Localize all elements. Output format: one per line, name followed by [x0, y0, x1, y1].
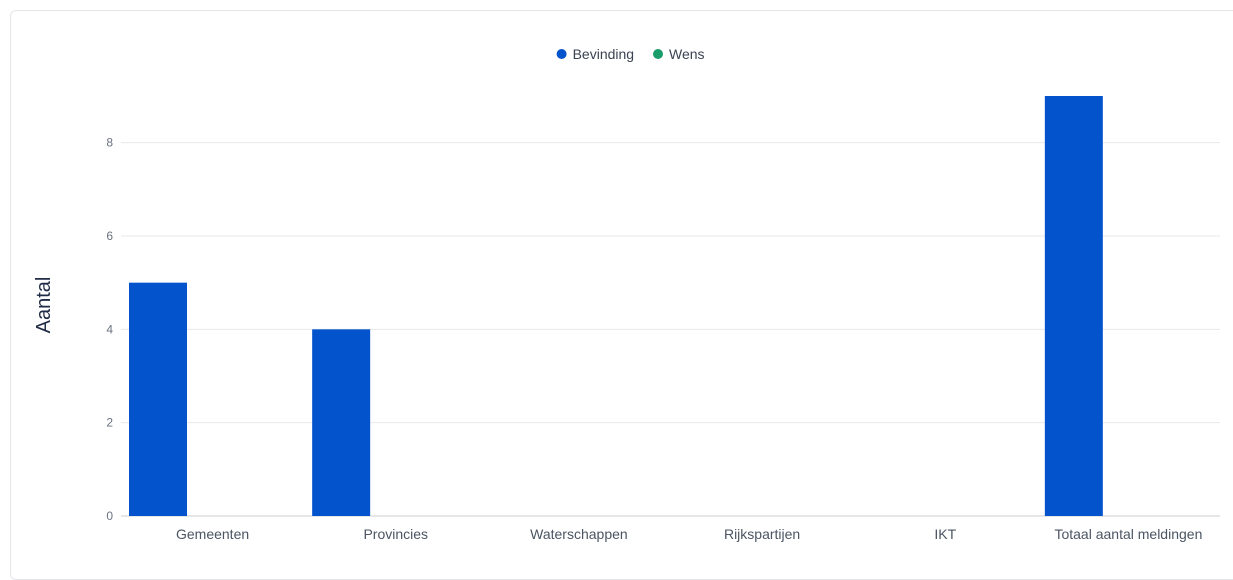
- y-tick-label: 8: [106, 136, 113, 150]
- gridlines: [121, 142, 1220, 517]
- legend-dot-icon: [556, 49, 567, 59]
- legend-label: Wens: [669, 46, 705, 62]
- bars: [129, 96, 1103, 516]
- x-tick-label: Rijkspartijen: [724, 526, 800, 542]
- x-tick-label: Provincies: [363, 526, 428, 542]
- x-tick-label: Waterschappen: [530, 526, 628, 542]
- y-tick-label: 4: [106, 322, 113, 336]
- bar-chart: 0 2 4 6 8 Gemeenten Provincies Waterschappen Rij…: [33, 46, 1220, 542]
- legend-label: Bevinding: [573, 46, 635, 62]
- y-tick-label: 0: [106, 509, 113, 523]
- legend[interactable]: Bevinding Wens: [556, 46, 705, 62]
- x-tick-label: Gemeenten: [176, 526, 249, 542]
- bar-bevinding-1[interactable]: [312, 329, 371, 516]
- axes: 0 2 4 6 8 Gemeenten Provincies Waterschappen Rij…: [106, 136, 1202, 542]
- y-axis-title: Aantal: [33, 277, 55, 334]
- bar-bevinding-0[interactable]: [129, 282, 187, 516]
- bar-bevinding-5[interactable]: [1044, 96, 1103, 516]
- y-tick-label: 6: [106, 229, 113, 243]
- y-tick-label: 2: [106, 416, 113, 430]
- chart-card: [10, 10, 1233, 580]
- legend-item-bevinding[interactable]: Bevinding: [556, 46, 635, 62]
- legend-item-wens[interactable]: Wens: [653, 46, 705, 62]
- legend-dot-icon: [653, 49, 663, 59]
- x-tick-label: Totaal aantal meldingen: [1054, 526, 1202, 542]
- x-tick-label: IKT: [934, 526, 956, 542]
